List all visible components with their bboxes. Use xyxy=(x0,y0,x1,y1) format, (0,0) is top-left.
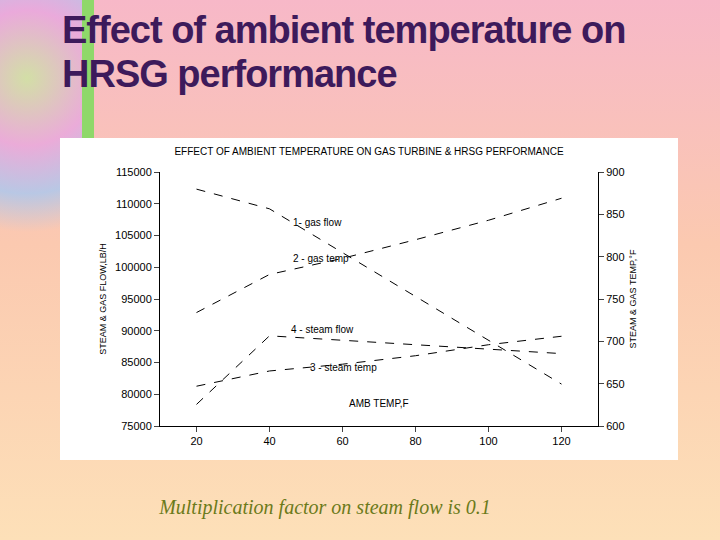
svg-text:800: 800 xyxy=(606,251,624,263)
svg-text:90000: 90000 xyxy=(121,325,152,337)
svg-text:105000: 105000 xyxy=(115,229,152,241)
svg-text:AMB TEMP,F: AMB TEMP,F xyxy=(349,398,409,409)
svg-text:700: 700 xyxy=(606,335,624,347)
svg-text:3 - steam temp: 3 - steam temp xyxy=(310,362,377,373)
svg-text:115000: 115000 xyxy=(116,166,152,178)
svg-text:75000: 75000 xyxy=(121,420,152,432)
svg-text:20: 20 xyxy=(190,435,202,447)
svg-text:100000: 100000 xyxy=(115,261,152,273)
svg-text:85000: 85000 xyxy=(121,356,152,368)
svg-text:EFFECT OF AMBIENT TEMPERATURE: EFFECT OF AMBIENT TEMPERATURE ON GAS TUR… xyxy=(174,146,563,157)
html-text:Multiplication factor on steam: Multiplication factor on steam flow is 0… xyxy=(159,496,491,518)
svg-text:120: 120 xyxy=(552,435,570,447)
svg-text:40: 40 xyxy=(263,435,275,447)
svg-text:95000: 95000 xyxy=(121,293,152,305)
svg-text:850: 850 xyxy=(606,208,624,220)
svg-text:STEAM & GAS TEMP,°F: STEAM & GAS TEMP,°F xyxy=(628,249,638,348)
svg-text:900: 900 xyxy=(606,166,624,178)
svg-text:650: 650 xyxy=(606,378,624,390)
svg-text:750: 750 xyxy=(606,293,624,305)
svg-text:110000: 110000 xyxy=(116,198,152,210)
svg-text:1- gas flow: 1- gas flow xyxy=(293,217,342,228)
svg-text:600: 600 xyxy=(606,420,624,432)
html-text:Effect of ambient temperature: Effect of ambient temperature on HRSG pe… xyxy=(62,9,626,95)
svg-text:80: 80 xyxy=(409,435,421,447)
svg-text:2 - gas temp: 2 - gas temp xyxy=(293,253,349,264)
svg-text:4 - steam flow: 4 - steam flow xyxy=(291,324,354,335)
svg-text:STEAM & GAS FLOW,LB/H: STEAM & GAS FLOW,LB/H xyxy=(98,243,108,355)
svg-text:80000: 80000 xyxy=(121,388,152,400)
svg-text:100: 100 xyxy=(479,435,497,447)
svg-text:60: 60 xyxy=(336,435,348,447)
